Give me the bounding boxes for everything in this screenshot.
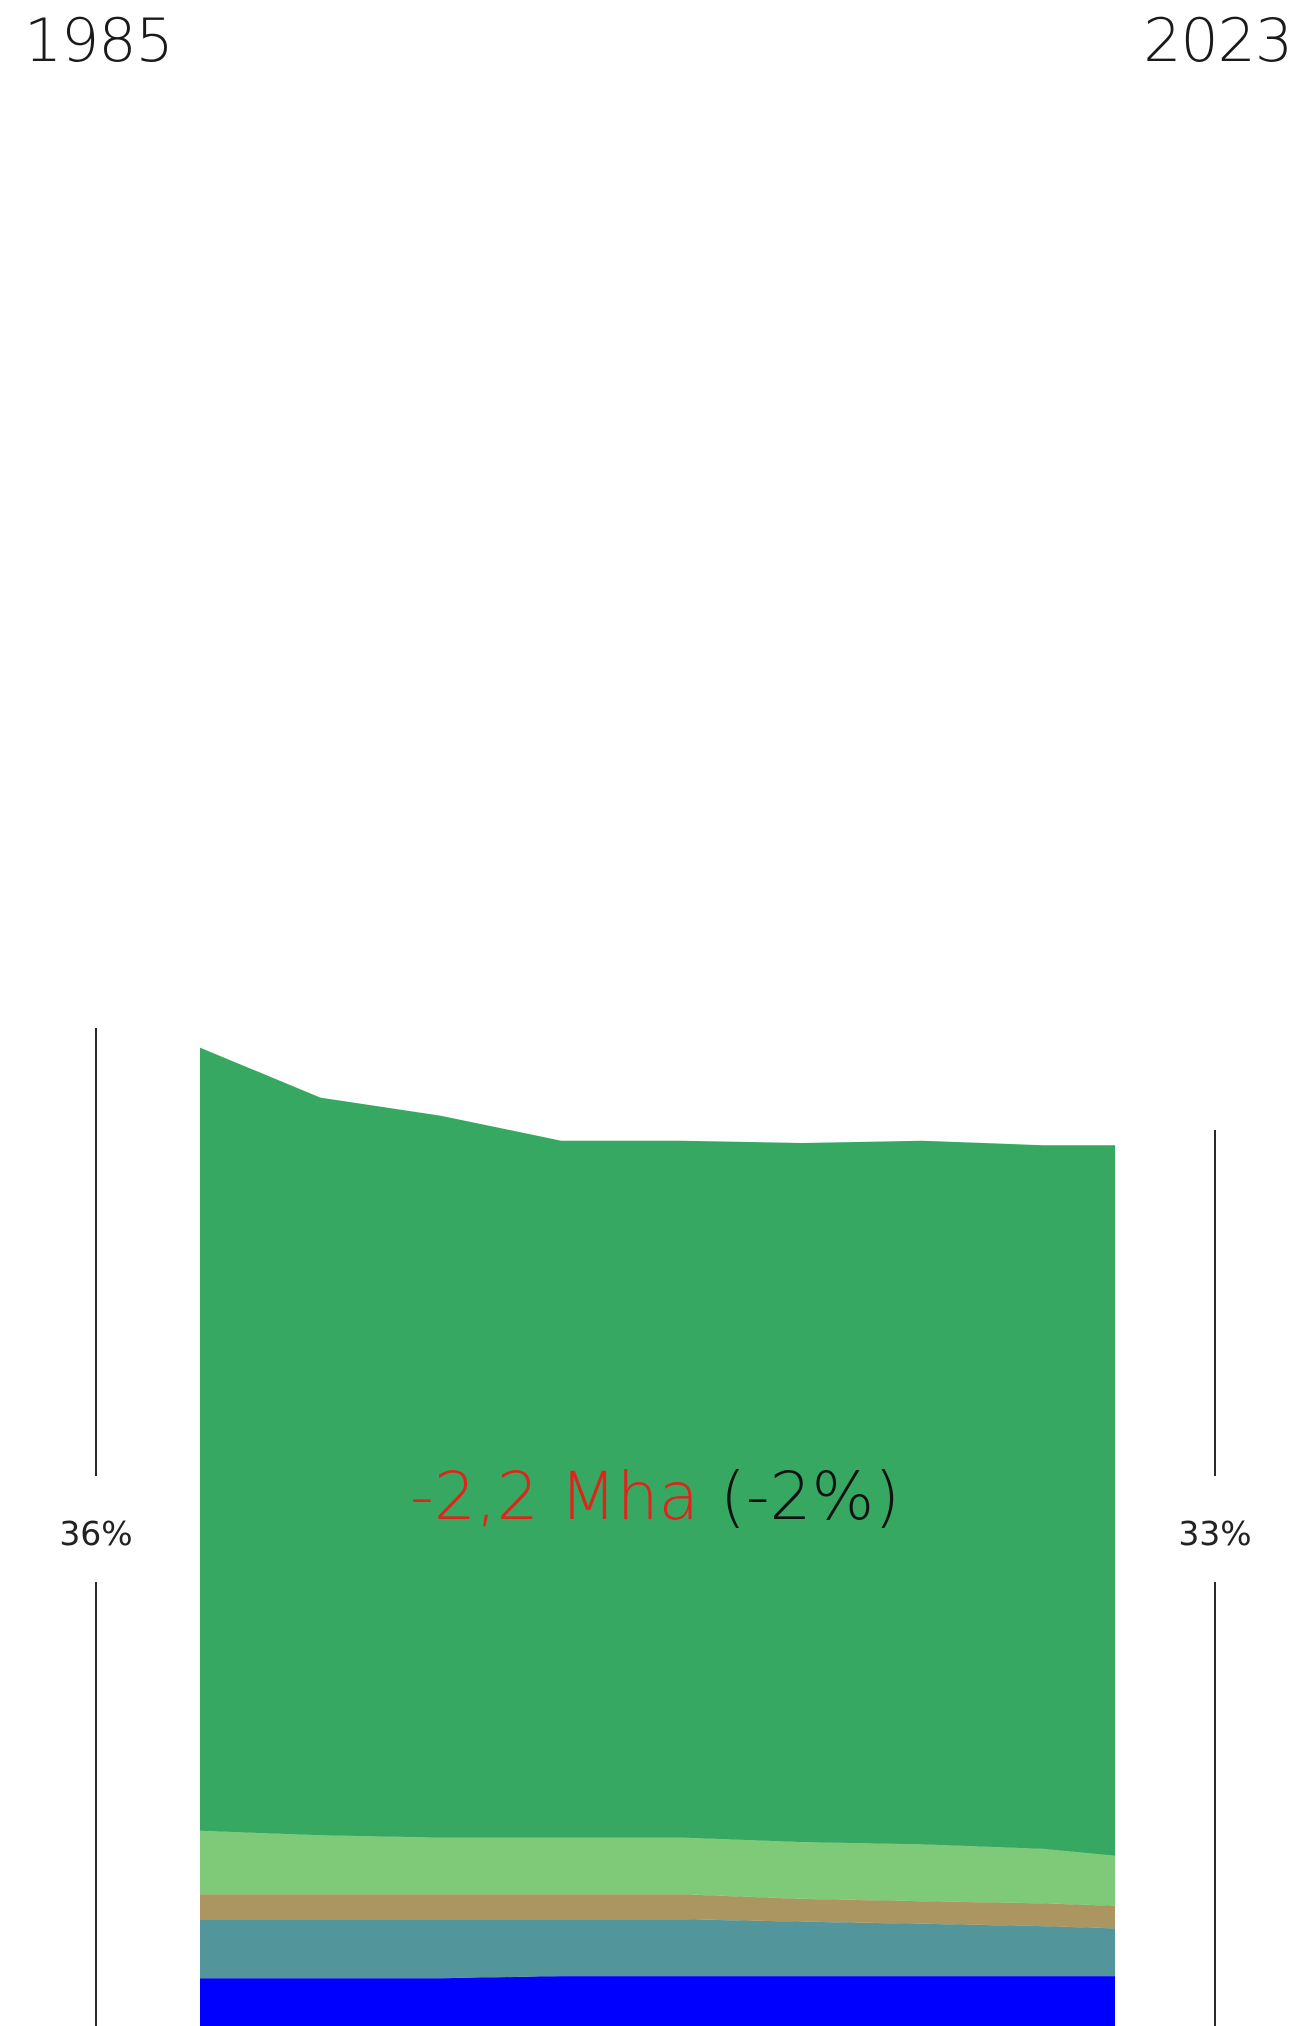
right-bracket-bottom <box>1214 1582 1216 2026</box>
end-percent-label: 33% <box>1178 1514 1252 1553</box>
area-series-3 <box>200 1894 1115 1929</box>
left-bracket-top <box>95 1028 97 1476</box>
area-series-5 <box>200 1047 1115 1856</box>
right-bracket-top <box>1214 1130 1216 1476</box>
area-series-4 <box>200 1830 1115 1906</box>
area-series-2 <box>200 1919 1115 1979</box>
start-year-label: 1985 <box>24 6 174 76</box>
end-year-label: 2023 <box>1143 6 1292 76</box>
start-percent-label: 36% <box>59 1514 133 1553</box>
left-bracket-bottom <box>95 1582 97 2026</box>
change-delta: -2,2 Mha <box>410 1458 699 1535</box>
change-percent: (-2%) <box>719 1458 900 1535</box>
change-annotation: -2,2 Mha (-2%) <box>200 1458 1110 1535</box>
area-series-1 <box>200 1976 1115 2026</box>
